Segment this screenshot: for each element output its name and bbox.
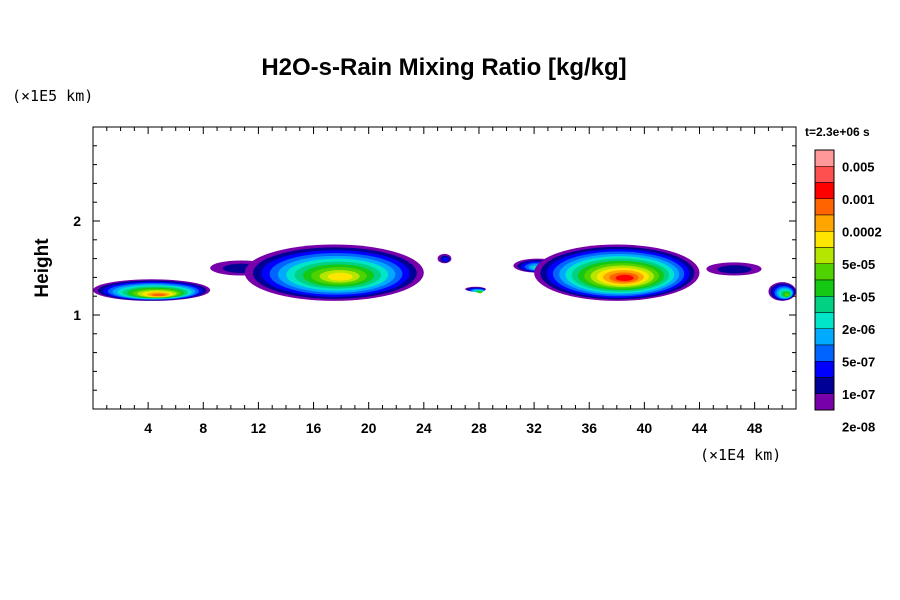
x-unit-label: (×1E4 km) xyxy=(700,446,781,464)
colorbar-frame xyxy=(814,149,835,411)
y-tick-label: 1 xyxy=(73,307,81,323)
rain-contour xyxy=(442,257,449,262)
colorbar-label: 1e-05 xyxy=(842,289,875,304)
rain-region xyxy=(768,282,796,301)
rain-region xyxy=(465,286,486,294)
chart-title: H2O-s-Rain Mixing Ratio [kg/kg] xyxy=(261,54,626,81)
colorbar-swatch xyxy=(814,231,835,248)
colorbar-label: 2e-08 xyxy=(842,419,875,434)
rain-region xyxy=(437,253,452,264)
rain-contour xyxy=(615,274,634,281)
colorbar-swatch xyxy=(814,296,835,313)
colorbar-swatch xyxy=(814,182,835,199)
colorbar-swatch xyxy=(814,149,835,167)
x-tick-label: 44 xyxy=(692,420,708,436)
x-tick-label: 28 xyxy=(471,420,487,436)
x-tick-label: 12 xyxy=(251,420,267,436)
colorbar-label: 0.001 xyxy=(842,192,875,207)
colorbar-label: 5e-07 xyxy=(842,354,875,369)
time-label: t=2.3e+06 s xyxy=(805,125,870,139)
y-axis-label: Height xyxy=(32,238,53,298)
colorbar-swatch xyxy=(814,361,835,378)
plot-frame xyxy=(92,126,797,410)
x-tick-label: 36 xyxy=(581,420,597,436)
x-tick-label: 8 xyxy=(199,420,207,436)
colorbar-swatch xyxy=(814,328,835,346)
colorbar-swatch xyxy=(814,344,835,362)
colorbar-swatch xyxy=(814,247,835,264)
colorbar-swatch xyxy=(814,279,835,297)
rain-contour xyxy=(717,265,752,274)
y-unit-label: (×1E5 km) xyxy=(12,87,93,105)
colorbar-label: 0.005 xyxy=(842,159,875,174)
rain-region xyxy=(706,262,762,276)
rain-contour xyxy=(784,293,790,297)
rain-contour xyxy=(478,291,483,294)
colorbar-swatch xyxy=(814,377,835,394)
colorbar-label: 1e-07 xyxy=(842,387,875,402)
colorbar-label: 2e-06 xyxy=(842,322,875,337)
colorbar-label: 0.0002 xyxy=(842,224,882,239)
x-tick-label: 4 xyxy=(144,420,152,436)
rain-region xyxy=(534,244,700,301)
colorbar-swatch xyxy=(814,263,835,281)
colorbar-swatch xyxy=(814,312,835,329)
colorbar-swatch xyxy=(814,214,835,232)
rain-region xyxy=(244,244,424,301)
x-tick-label: 16 xyxy=(306,420,322,436)
x-tick-label: 24 xyxy=(416,420,432,436)
colorbar-swatch xyxy=(814,198,835,216)
y-tick-label: 2 xyxy=(73,213,81,229)
rain-region xyxy=(93,279,211,301)
rain-contour xyxy=(327,272,353,281)
x-tick-label: 48 xyxy=(747,420,763,436)
colorbar-swatch xyxy=(814,393,835,411)
x-tick-label: 40 xyxy=(637,420,653,436)
colorbar-swatch xyxy=(814,166,835,183)
x-tick-label: 20 xyxy=(361,420,377,436)
rain-field-layer xyxy=(93,244,796,301)
colorbar-label: 5e-05 xyxy=(842,257,875,272)
colorbar: 0.005 0.001 0.0002 5e-05 1e-05 2e-06 5e-07 1e-0… xyxy=(814,149,882,434)
x-tick-label: 32 xyxy=(526,420,542,436)
rain-contour xyxy=(151,293,166,297)
